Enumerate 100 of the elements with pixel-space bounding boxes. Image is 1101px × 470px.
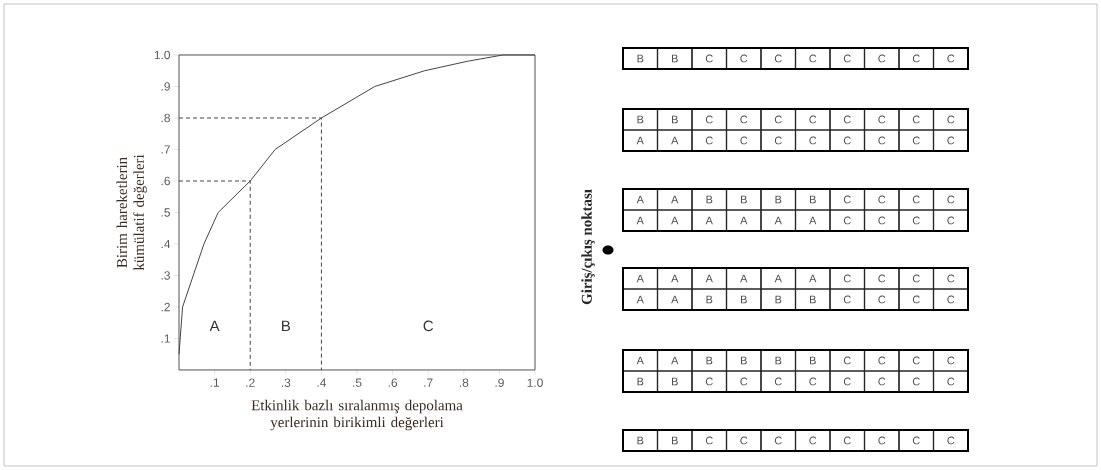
text: C [878, 195, 886, 204]
text: A [671, 216, 679, 225]
text: A [705, 274, 713, 283]
text: C [774, 54, 782, 63]
y-tick-label: .2 [161, 302, 170, 312]
text: C [878, 216, 886, 225]
text: A [774, 274, 782, 283]
y-tick-label: .1 [161, 334, 170, 343]
text: B [706, 356, 713, 365]
text: C [843, 216, 851, 225]
text: C [878, 274, 886, 283]
text: C [809, 115, 817, 124]
y-tick-label: .6 [161, 176, 170, 186]
text: C [947, 356, 955, 365]
text: C [740, 54, 748, 63]
text: C [912, 136, 920, 145]
text: B [672, 115, 678, 124]
text: C [912, 436, 920, 445]
text: C [878, 436, 886, 445]
x-tick-label: .7 [424, 378, 433, 387]
text: C [774, 436, 782, 445]
x-tick-label: .4 [317, 378, 327, 387]
text: C [947, 295, 955, 304]
text: C [947, 377, 955, 386]
text: B [637, 377, 644, 386]
text: C [705, 377, 713, 386]
text: C [912, 54, 920, 63]
text: C [740, 436, 748, 445]
text: A [636, 195, 644, 204]
y-axis-title: Birim hareketlerin kümülatif değerleri [116, 154, 148, 271]
text: C [843, 356, 851, 365]
text: A [636, 356, 644, 365]
x-tick-label: .8 [459, 378, 469, 387]
text: C [774, 377, 782, 386]
text: A [671, 356, 679, 365]
text: B [775, 356, 782, 365]
text: A [809, 216, 817, 225]
text: B [637, 436, 644, 445]
text: C [740, 115, 748, 124]
text: A [705, 216, 713, 225]
text: C [912, 356, 920, 365]
text: B [637, 54, 644, 63]
text: B [672, 54, 678, 63]
text: C [843, 274, 851, 283]
text: C [843, 136, 851, 145]
text: C [809, 54, 817, 63]
text: B [706, 295, 713, 304]
text: A [671, 195, 679, 204]
text: C [878, 295, 886, 304]
text: A [671, 136, 679, 145]
y-tick-label: .5 [161, 208, 170, 217]
text: A [636, 136, 644, 145]
text: C [878, 356, 886, 365]
text: C [947, 274, 955, 283]
x-tick-label: .6 [388, 378, 398, 387]
text: B [810, 356, 816, 365]
y-tick-label: .4 [161, 239, 171, 249]
text: Giriş/çıkış noktası [581, 189, 595, 305]
text: A [809, 274, 817, 283]
text: C [843, 377, 851, 386]
text: C [912, 377, 920, 386]
text: C [878, 377, 886, 386]
text: C [843, 295, 851, 304]
text: B [637, 115, 644, 124]
text: C [843, 436, 851, 445]
text: A [671, 274, 679, 283]
text: B [672, 436, 678, 445]
text: C [705, 136, 713, 145]
text: C [705, 54, 713, 63]
text: C [878, 136, 886, 145]
text: A [740, 274, 748, 283]
text: C [947, 216, 955, 225]
x-tick-label: .3 [281, 378, 291, 387]
text: C [740, 136, 748, 145]
text: C [947, 195, 955, 204]
x-tick-label: 1.0 [527, 378, 543, 387]
y-tick-label: .3 [161, 271, 170, 280]
text: C [740, 377, 748, 386]
text: C [705, 115, 713, 124]
text: A [740, 216, 748, 225]
x-axis-title: Etkinlik bazlı sıralanmış depolama yerlerinin birikimli değerleri [251, 399, 463, 431]
y-tick-label: .9 [161, 82, 170, 91]
text: C [947, 54, 955, 63]
text: C [843, 54, 851, 63]
text: C [843, 115, 851, 124]
text: C [912, 295, 920, 304]
text: B [741, 195, 747, 204]
text: A [636, 274, 644, 283]
text: A [636, 295, 644, 304]
text: C [809, 377, 817, 386]
text: C [878, 115, 886, 124]
annotation: C [423, 320, 434, 332]
text: B [810, 195, 816, 204]
x-tick-label: .9 [495, 378, 504, 387]
text: A [671, 295, 679, 304]
text: C [878, 54, 886, 63]
text: B [741, 356, 747, 365]
y-tick-label: 1.0 [154, 50, 171, 60]
x-tick-label: .2 [246, 378, 255, 387]
y-tick-label: .7 [161, 145, 170, 154]
